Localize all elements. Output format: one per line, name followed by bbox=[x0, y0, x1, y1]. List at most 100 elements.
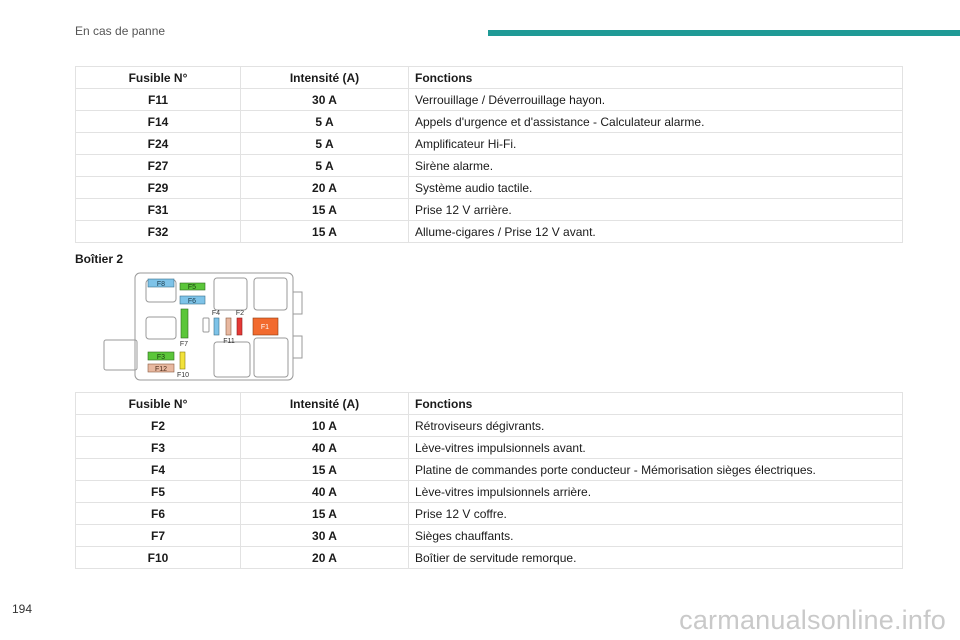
column-header-amperage: Intensité (A) bbox=[240, 392, 409, 415]
fuse-f10 bbox=[179, 351, 186, 370]
table-row: F31 15 A Prise 12 V arrière. bbox=[75, 198, 903, 221]
column-header-fuse: Fusible N° bbox=[75, 392, 241, 415]
fuse-amperage: 40 A bbox=[240, 436, 409, 459]
fuse-f6 bbox=[179, 295, 206, 305]
header-accent-bar bbox=[488, 30, 960, 36]
fuse-amperage: 5 A bbox=[240, 154, 409, 177]
fuse-amperage: 5 A bbox=[240, 132, 409, 155]
connector-right-top bbox=[292, 291, 303, 315]
fuse-function: Prise 12 V coffre. bbox=[408, 502, 903, 525]
fuse-function: Platine de commandes porte conducteur - … bbox=[408, 458, 903, 481]
fuse-amperage: 40 A bbox=[240, 480, 409, 503]
table-row: F2 10 A Rétroviseurs dégivrants. bbox=[75, 414, 903, 437]
fuse-number: F10 bbox=[75, 546, 241, 569]
fuse-amperage: 15 A bbox=[240, 198, 409, 221]
table-row: F7 30 A Sièges chauffants. bbox=[75, 524, 903, 547]
table-header-row: Fusible N° Intensité (A) Fonctions bbox=[75, 66, 903, 89]
fuse-number: F2 bbox=[75, 414, 241, 437]
fuse-table-1: Fusible N° Intensité (A) Fonctions F11 3… bbox=[75, 66, 903, 243]
fuse-amperage: 15 A bbox=[240, 458, 409, 481]
table-row: F32 15 A Allume-cigares / Prise 12 V ava… bbox=[75, 220, 903, 243]
label-f10: F10 bbox=[177, 372, 189, 379]
fuse-function: Lève-vitres impulsionnels avant. bbox=[408, 436, 903, 459]
slot-relay-top-right bbox=[253, 277, 288, 311]
fuse-f1 bbox=[252, 317, 279, 336]
fuse-amperage: 20 A bbox=[240, 546, 409, 569]
slot-relay-bottom-right bbox=[253, 337, 289, 378]
fuse-amperage: 5 A bbox=[240, 110, 409, 133]
slot-relay-mid-left bbox=[145, 316, 177, 340]
fuse-function: Lève-vitres impulsionnels arrière. bbox=[408, 480, 903, 503]
table-row: F27 5 A Sirène alarme. bbox=[75, 154, 903, 177]
slot-relay-bottom-center bbox=[213, 341, 251, 378]
label-f12: F12 bbox=[155, 366, 167, 373]
label-f3: F3 bbox=[157, 354, 165, 361]
table-row: F24 5 A Amplificateur Hi-Fi. bbox=[75, 132, 903, 155]
column-header-fuse: Fusible N° bbox=[75, 66, 241, 89]
fuse-f4 bbox=[213, 317, 220, 336]
fuse-function: Boîtier de servitude remorque. bbox=[408, 546, 903, 569]
fuse-function: Rétroviseurs dégivrants. bbox=[408, 414, 903, 437]
fuse-f11 bbox=[225, 317, 232, 336]
fuse-f2 bbox=[236, 317, 243, 336]
table-header-row: Fusible N° Intensité (A) Fonctions bbox=[75, 392, 903, 415]
fuse-number: F4 bbox=[75, 458, 241, 481]
fuse-function: Appels d'urgence et d'assistance - Calcu… bbox=[408, 110, 903, 133]
label-f2: F2 bbox=[236, 310, 244, 317]
label-f5: F5 bbox=[188, 284, 196, 291]
section-title: En cas de panne bbox=[75, 24, 166, 38]
fuse-function: Amplificateur Hi-Fi. bbox=[408, 132, 903, 155]
fuse-number: F27 bbox=[75, 154, 241, 177]
box-2-title: Boîtier 2 bbox=[75, 252, 124, 266]
connector-right-bottom bbox=[292, 335, 303, 359]
fuse-table-2: Fusible N° Intensité (A) Fonctions F2 10… bbox=[75, 392, 903, 569]
label-f6: F6 bbox=[188, 298, 196, 305]
fuse-function: Allume-cigares / Prise 12 V avant. bbox=[408, 220, 903, 243]
fuse-function: Prise 12 V arrière. bbox=[408, 198, 903, 221]
label-f8: F8 bbox=[157, 281, 165, 288]
fuse-f5 bbox=[179, 282, 206, 291]
fuse-amperage: 30 A bbox=[240, 524, 409, 547]
table-row: F11 30 A Verrouillage / Déverrouillage h… bbox=[75, 88, 903, 111]
fuse-function: Système audio tactile. bbox=[408, 176, 903, 199]
fuse-number: F24 bbox=[75, 132, 241, 155]
fuse-number: F14 bbox=[75, 110, 241, 133]
column-header-amperage: Intensité (A) bbox=[240, 66, 409, 89]
fuse-f3 bbox=[147, 351, 175, 361]
fuse-f8 bbox=[147, 278, 175, 288]
fuse-amperage: 15 A bbox=[240, 502, 409, 525]
fuse-number: F3 bbox=[75, 436, 241, 459]
label-f11: F11 bbox=[223, 338, 235, 345]
fuse-f12 bbox=[147, 363, 175, 373]
fuse-amperage: 15 A bbox=[240, 220, 409, 243]
page-number: 194 bbox=[12, 602, 33, 616]
fuse-function: Sièges chauffants. bbox=[408, 524, 903, 547]
label-f1: F1 bbox=[261, 324, 269, 331]
label-f4: F4 bbox=[212, 310, 220, 317]
slot-relay-top-center bbox=[213, 277, 248, 311]
fuse-number: F11 bbox=[75, 88, 241, 111]
table-row: F6 15 A Prise 12 V coffre. bbox=[75, 502, 903, 525]
table-row: F10 20 A Boîtier de servitude remorque. bbox=[75, 546, 903, 569]
column-header-functions: Fonctions bbox=[408, 66, 903, 89]
fuse-number: F31 bbox=[75, 198, 241, 221]
table-row: F29 20 A Système audio tactile. bbox=[75, 176, 903, 199]
slot-small bbox=[202, 317, 210, 333]
fuse-amperage: 20 A bbox=[240, 176, 409, 199]
table-row: F3 40 A Lève-vitres impulsionnels avant. bbox=[75, 436, 903, 459]
fuse-number: F5 bbox=[75, 480, 241, 503]
column-header-functions: Fonctions bbox=[408, 392, 903, 415]
connector-left bbox=[103, 339, 138, 371]
fuse-number: F29 bbox=[75, 176, 241, 199]
fuse-box-2-diagram: F8 F5 F6 F7 F4 F2 F11 F1 F3 F12 F10 bbox=[103, 272, 303, 381]
fuse-number: F7 bbox=[75, 524, 241, 547]
table-row: F14 5 A Appels d'urgence et d'assistance… bbox=[75, 110, 903, 133]
fuse-amperage: 30 A bbox=[240, 88, 409, 111]
fuse-f7 bbox=[180, 308, 189, 339]
table-row: F4 15 A Platine de commandes porte condu… bbox=[75, 458, 903, 481]
fuse-number: F32 bbox=[75, 220, 241, 243]
table-row: F5 40 A Lève-vitres impulsionnels arrièr… bbox=[75, 480, 903, 503]
fuse-amperage: 10 A bbox=[240, 414, 409, 437]
fuse-number: F6 bbox=[75, 502, 241, 525]
label-f7: F7 bbox=[180, 341, 188, 348]
